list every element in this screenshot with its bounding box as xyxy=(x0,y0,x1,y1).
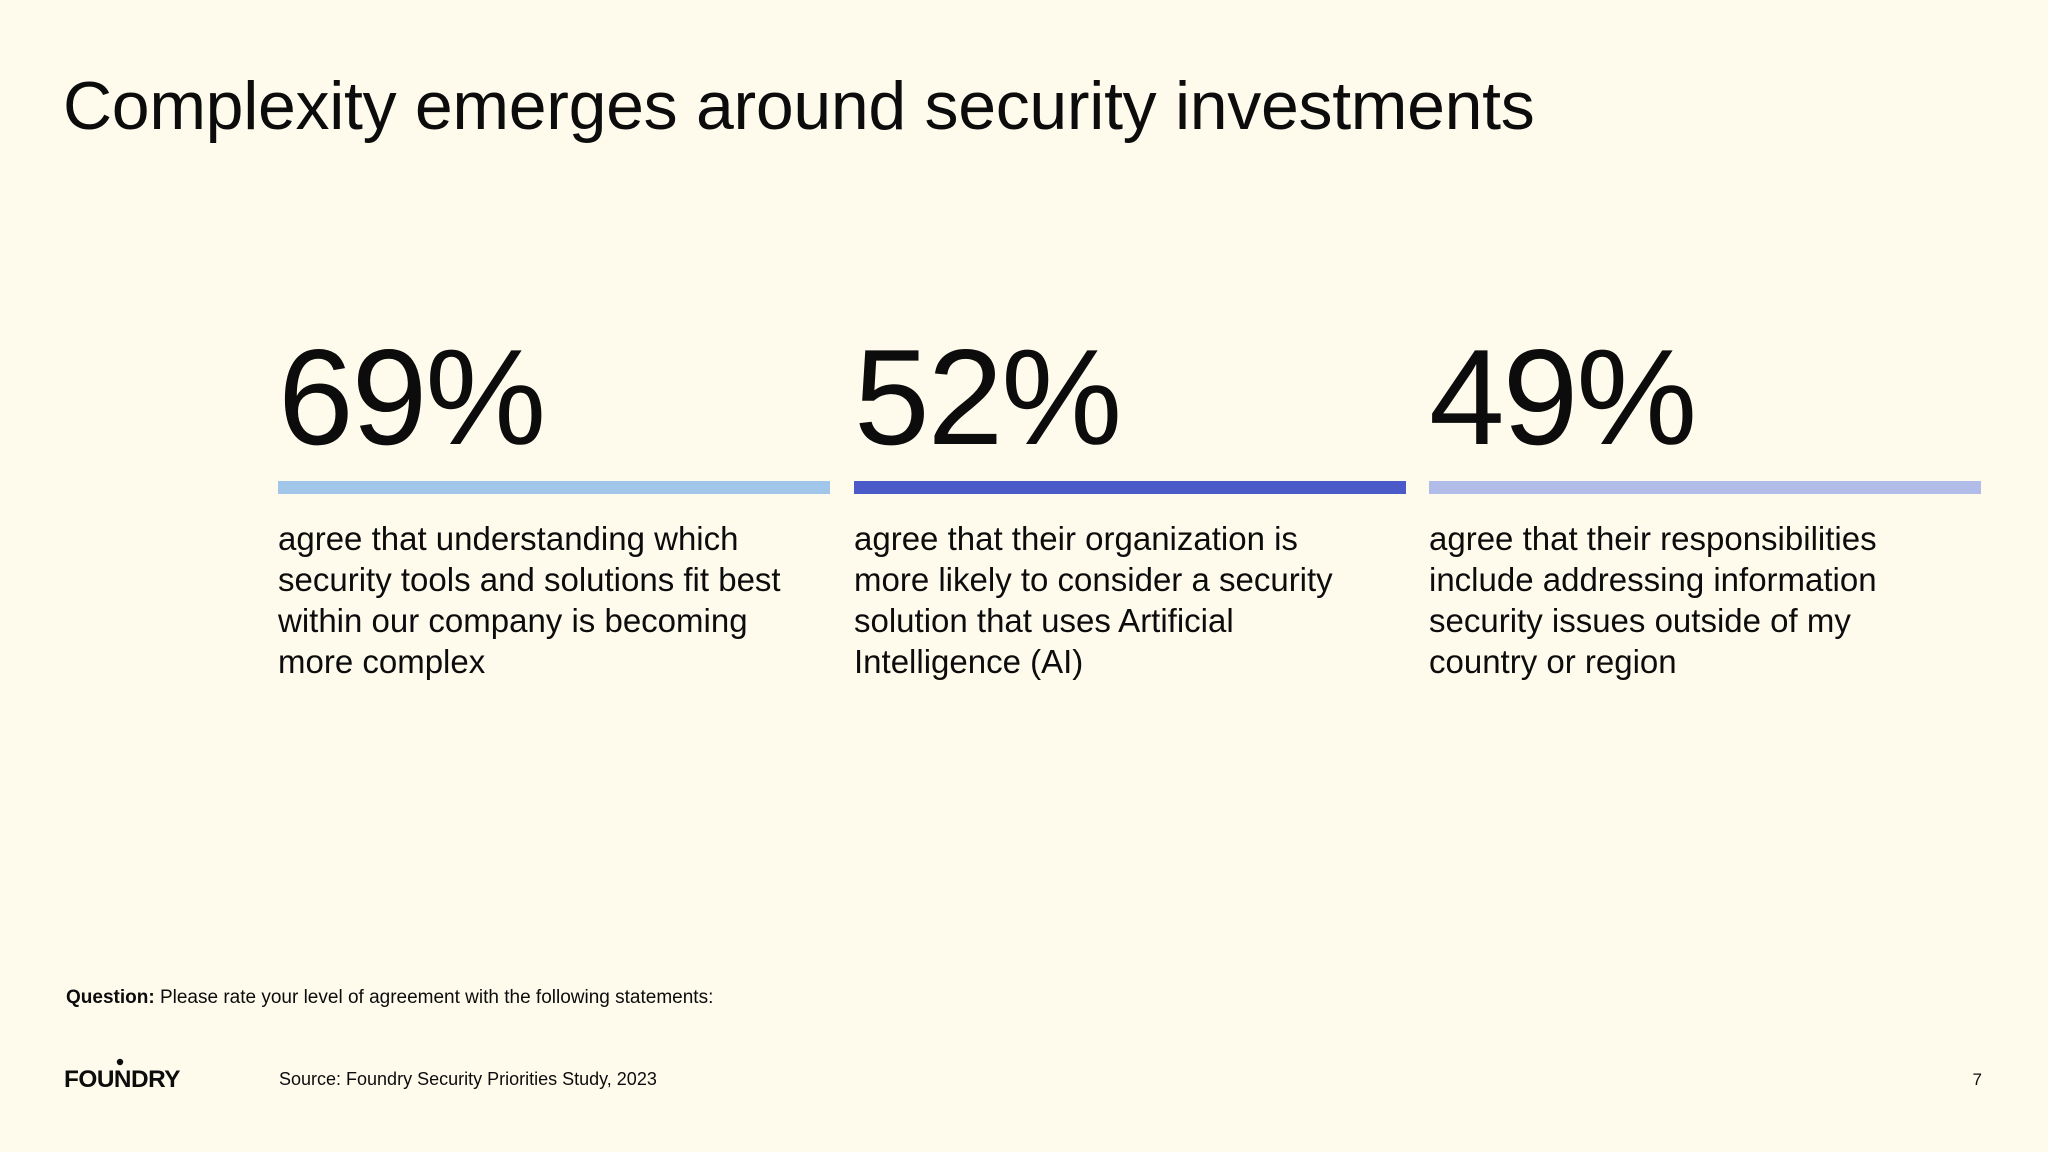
stat-value: 69% xyxy=(278,321,546,473)
foundry-logo: FOUNDRY xyxy=(64,1058,180,1091)
source-note: Source: Foundry Security Priorities Stud… xyxy=(279,1069,657,1089)
question-note: Question: Please rate your level of agre… xyxy=(66,986,713,1010)
stat-description: agree that their organization is more li… xyxy=(854,520,1333,680)
question-label: Question: xyxy=(66,987,155,1008)
question-text: Please rate your level of agreement with… xyxy=(159,987,714,1008)
stat-description: agree that their responsibilities includ… xyxy=(1429,520,1877,680)
stat-block: 52% agree that their organization is mor… xyxy=(854,322,1406,682)
stat-value: 52% xyxy=(854,321,1122,473)
stat-bar xyxy=(278,481,830,494)
stat-bar xyxy=(1429,481,1981,494)
stat-description: agree that understanding which security … xyxy=(278,520,781,680)
page-number: 7 xyxy=(1972,1070,1982,1089)
slide-title: Complexity emerges around security inves… xyxy=(63,68,1535,144)
stat-bar xyxy=(854,481,1406,494)
stat-block: 49% agree that their responsibilities in… xyxy=(1429,322,1981,682)
logo-text: FOUNDRY xyxy=(64,1066,180,1091)
stat-block: 69% agree that understanding which secur… xyxy=(278,322,830,682)
stat-value: 49% xyxy=(1429,321,1697,473)
